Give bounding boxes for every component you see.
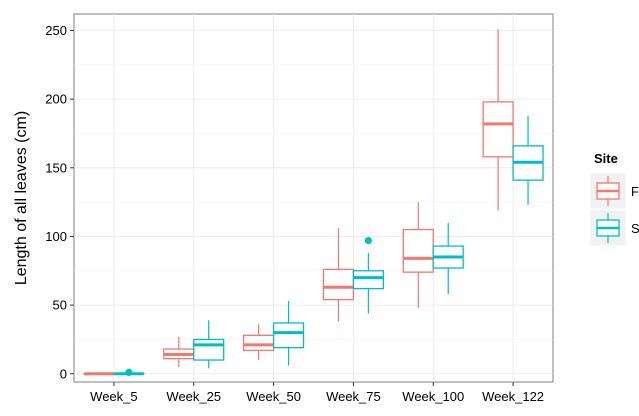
box-F-Week_50 bbox=[242, 324, 275, 361]
box-body bbox=[402, 228, 434, 273]
legend-label-S: S bbox=[631, 221, 639, 236]
x-tick-label: Week_50 bbox=[246, 389, 301, 404]
legend-key-F: F bbox=[589, 172, 639, 210]
box-F-Week_122 bbox=[482, 29, 514, 211]
x-tick-label: Week_100 bbox=[402, 389, 464, 404]
box-body bbox=[272, 322, 305, 349]
y-tick-label: 100 bbox=[45, 229, 67, 244]
plot-panel bbox=[73, 13, 554, 383]
box-S-Week_50 bbox=[272, 300, 305, 366]
box-body bbox=[322, 268, 355, 301]
x-tick-label: Week_5 bbox=[90, 389, 137, 404]
box-F-Week_25 bbox=[163, 336, 195, 367]
y-tick-label: 0 bbox=[60, 366, 67, 381]
box-F-Week_75 bbox=[322, 228, 355, 322]
y-tick-label: 200 bbox=[45, 92, 67, 107]
box-S-Week_100 bbox=[432, 222, 464, 295]
y-tick-label: 150 bbox=[45, 160, 67, 175]
legend: Site F S bbox=[589, 151, 639, 247]
box-body bbox=[352, 270, 385, 290]
legend-label-F: F bbox=[631, 184, 639, 199]
legend-key-S: S bbox=[589, 209, 639, 247]
box-S-Week_122 bbox=[512, 115, 544, 205]
axes: 0 50 100 150 200 250 Week_5 Week_25 Week_50 Week_… bbox=[45, 23, 544, 404]
outlier-point bbox=[125, 368, 133, 376]
box-body bbox=[242, 334, 275, 352]
x-tick-label: Week_25 bbox=[166, 389, 221, 404]
outlier-point bbox=[364, 236, 372, 245]
box-F-Week_100 bbox=[402, 202, 434, 308]
x-tick-label: Week_75 bbox=[326, 389, 381, 404]
grid-lines bbox=[74, 14, 553, 382]
box-S-Week_75 bbox=[352, 236, 385, 314]
box-body bbox=[482, 101, 514, 158]
legend-title: Site bbox=[594, 151, 618, 166]
box-body bbox=[193, 338, 225, 361]
boxes bbox=[83, 29, 544, 376]
y-tick-label: 250 bbox=[45, 23, 67, 38]
y-axis-title: Length of all leaves (cm) bbox=[13, 111, 30, 285]
box-S-Week_5 bbox=[113, 368, 145, 376]
x-tick-label: Week_122 bbox=[482, 389, 544, 404]
box-S-Week_25 bbox=[193, 320, 225, 369]
y-tick-label: 50 bbox=[53, 298, 67, 313]
